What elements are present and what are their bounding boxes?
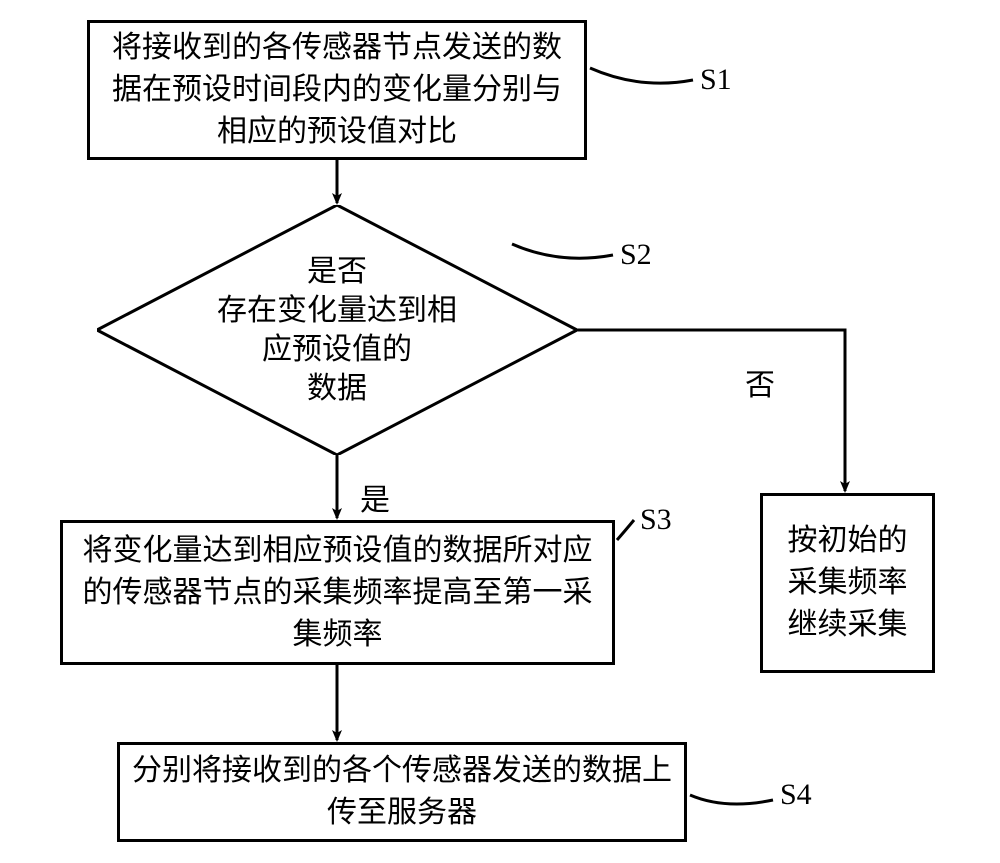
edge-yes-label: 是 (360, 475, 390, 519)
flowchart-connectors (0, 0, 1000, 863)
edge-no-label: 否 (745, 360, 775, 404)
